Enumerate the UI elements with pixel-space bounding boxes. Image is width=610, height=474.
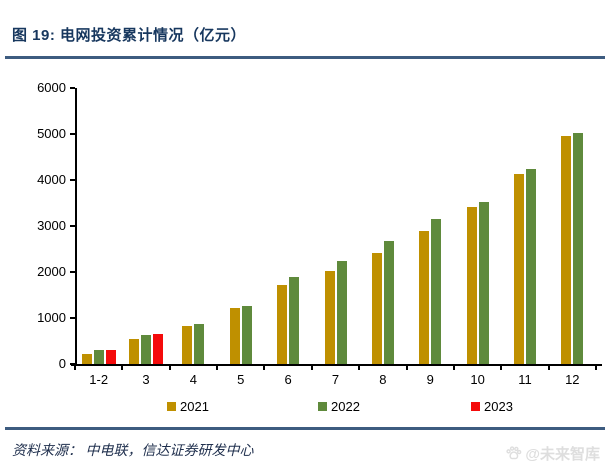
- x-axis-label: 8: [379, 372, 387, 387]
- x-axis-tick: [452, 366, 455, 370]
- legend-swatch-icon: [167, 402, 176, 411]
- legend-item-2022: 2022: [318, 399, 360, 414]
- bar-2022-10: [478, 202, 489, 364]
- x-axis-tick: [547, 366, 550, 370]
- x-axis-label: 7: [331, 372, 340, 387]
- x-axis-tick: [595, 366, 597, 370]
- paw-icon: [506, 446, 522, 460]
- x-axis-tick: [168, 366, 171, 370]
- bar-2021-4: [182, 326, 193, 364]
- y-axis-line: [75, 88, 77, 366]
- bar-2022-6: [289, 276, 300, 364]
- bar-2021-12: [561, 136, 572, 364]
- x-axis-label: 12: [565, 372, 580, 387]
- y-axis-tick: [70, 87, 75, 89]
- bar-2022-5: [241, 306, 252, 364]
- legend-item-2023: 2023: [471, 399, 513, 414]
- y-axis-label: 6000: [37, 80, 66, 95]
- bar-2022-12: [573, 133, 584, 364]
- y-axis-tick: [70, 133, 75, 135]
- x-axis-label: 4: [189, 372, 198, 387]
- y-axis-tick: [70, 363, 75, 365]
- legend-swatch-icon: [318, 402, 327, 411]
- x-axis-label: 11: [518, 372, 532, 387]
- bar-2022-9: [431, 219, 442, 364]
- x-axis-label: 1-2: [89, 372, 109, 387]
- x-axis-label: 10: [470, 372, 485, 387]
- y-axis-label: 3000: [37, 218, 66, 233]
- x-axis-label: 6: [284, 372, 292, 387]
- source-note: 资料来源： 中电联，信达证券研发中心: [12, 444, 254, 459]
- bar-2021-9: [419, 231, 430, 364]
- bar-2022-7: [336, 260, 347, 364]
- bar-2021-6: [277, 284, 288, 364]
- bar-2021-10: [466, 207, 477, 364]
- bar-2021-11: [513, 174, 524, 364]
- bar-2022-8: [383, 241, 394, 364]
- figure-title: 图 19: 电网投资累计情况（亿元）: [12, 27, 247, 44]
- x-axis-label: 9: [426, 372, 434, 387]
- x-axis-tick: [121, 366, 124, 370]
- x-axis-tick: [74, 366, 76, 370]
- watermark-text: @未来智库: [525, 446, 600, 463]
- y-axis-tick: [70, 271, 75, 273]
- bar-2021-1-2: [81, 353, 92, 364]
- y-axis-label: 0: [58, 356, 66, 371]
- y-axis-tick: [70, 317, 75, 319]
- title-underline: [5, 56, 605, 59]
- bar-2023-1-2: [105, 349, 116, 364]
- legend-label: 2023: [484, 399, 513, 414]
- x-axis-tick: [310, 366, 313, 370]
- watermark: @未来智库: [505, 443, 600, 464]
- legend-label: 2022: [331, 399, 360, 414]
- bar-2021-3: [129, 339, 140, 364]
- x-axis-tick: [500, 366, 503, 370]
- bar-2021-8: [371, 253, 382, 364]
- footer-rule: [5, 427, 605, 430]
- x-axis-tick: [216, 366, 219, 370]
- y-axis-label: 1000: [37, 310, 66, 325]
- y-axis-label: 4000: [37, 172, 66, 187]
- legend-item-2021: 2021: [167, 399, 209, 414]
- x-axis-tick: [358, 366, 361, 370]
- bar-2023-3: [153, 333, 164, 364]
- bar-2022-3: [141, 335, 152, 364]
- bar-2021-5: [229, 308, 240, 364]
- x-axis-label: 3: [142, 372, 150, 387]
- x-axis-label: 5: [237, 372, 245, 387]
- legend-label: 2021: [180, 399, 209, 414]
- y-axis-label: 5000: [37, 126, 66, 141]
- x-axis-line: [71, 364, 602, 366]
- y-axis-label: 2000: [37, 264, 66, 279]
- bar-2021-7: [324, 271, 335, 364]
- y-axis-tick: [70, 179, 75, 181]
- bar-2022-11: [525, 169, 536, 364]
- x-axis-tick: [263, 366, 266, 370]
- legend-swatch-icon: [471, 402, 480, 411]
- bar-2022-4: [194, 323, 205, 364]
- x-axis-tick: [405, 366, 408, 370]
- bar-2022-1-2: [93, 350, 104, 364]
- y-axis-tick: [70, 225, 75, 227]
